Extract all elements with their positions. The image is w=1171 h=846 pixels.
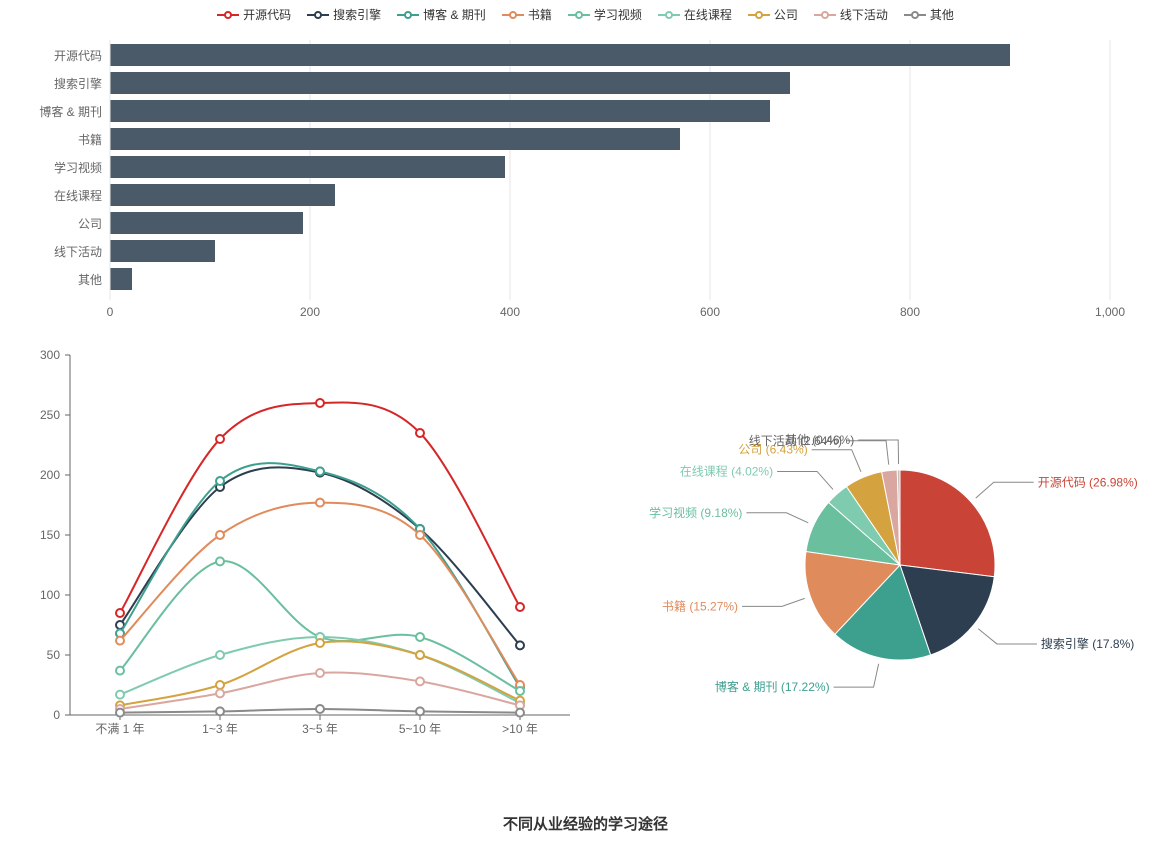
series-point-open_source[interactable] [216, 435, 224, 443]
bar[interactable] [110, 268, 132, 290]
bar[interactable] [110, 156, 505, 178]
line-y-tick: 150 [40, 528, 60, 542]
pie-leader [812, 450, 861, 472]
pie-leader [976, 482, 1034, 498]
series-point-open_source[interactable] [516, 603, 524, 611]
series-point-books[interactable] [416, 531, 424, 539]
charts-svg: 0 200 400 600 800 1,000 开源代码搜索引擎博客 & 期刊书籍学习视频在… [0, 0, 1171, 800]
pie-leader [777, 471, 833, 489]
series-point-other[interactable] [216, 707, 224, 715]
line-x-tick: 3~5 年 [302, 722, 338, 736]
bar-x-tick: 0 [107, 305, 114, 319]
pie-leader [746, 513, 808, 523]
series-point-company[interactable] [416, 651, 424, 659]
bar-category-label: 开源代码 [54, 49, 102, 63]
bar-category-label: 书籍 [78, 132, 102, 147]
series-point-other[interactable] [416, 707, 424, 715]
bar-x-tick: 800 [900, 305, 920, 319]
line-chart: 0 50 100 150 200 250 300 不满 1 年 1~3 年 3~5 年 5~10 年… [40, 348, 570, 736]
series-point-other[interactable] [516, 709, 524, 717]
series-point-courses[interactable] [116, 691, 124, 699]
series-point-videos[interactable] [416, 633, 424, 641]
bar-category-label: 博客 & 期刊 [39, 104, 102, 119]
bar[interactable] [110, 184, 335, 206]
pie-chart: 开源代码 (26.98%) 搜索引擎 (17.8%) 博客 & 期刊 (17.22%… [649, 433, 1138, 694]
bar[interactable] [110, 72, 790, 94]
pie-label-books: 书籍 (15.27%) [662, 598, 738, 613]
series-point-blog[interactable] [316, 467, 324, 475]
bar-category-label: 公司 [78, 217, 102, 231]
series-point-blog[interactable] [216, 477, 224, 485]
line-x-tick: >10 年 [502, 722, 538, 736]
series-point-offline[interactable] [216, 689, 224, 697]
pie-leader [834, 664, 879, 687]
bar-x-tick: 600 [700, 305, 720, 319]
pie-label-other: 其他 (0.46%) [785, 433, 854, 447]
bar-chart: 0 200 400 600 800 1,000 开源代码搜索引擎博客 & 期刊书籍学习视频在… [39, 40, 1125, 319]
series-line-search[interactable] [120, 467, 520, 645]
line-y-tick: 50 [47, 648, 61, 662]
series-point-videos[interactable] [216, 557, 224, 565]
pie-label-open_source: 开源代码 (26.98%) [1038, 475, 1138, 489]
pie-leader [858, 440, 898, 464]
series-point-courses[interactable] [216, 651, 224, 659]
pie-label-courses: 在线课程 (4.02%) [680, 463, 773, 478]
bar-category-label: 线下活动 [54, 245, 102, 259]
series-point-open_source[interactable] [316, 399, 324, 407]
bar[interactable] [110, 128, 680, 150]
bar[interactable] [110, 100, 770, 122]
bar-category-label: 学习视频 [54, 160, 102, 175]
series-point-books[interactable] [216, 531, 224, 539]
series-line-open_source[interactable] [120, 402, 520, 613]
series-point-books[interactable] [316, 499, 324, 507]
series-point-other[interactable] [116, 709, 124, 717]
line-y-tick: 250 [40, 408, 60, 422]
line-x-tick: 1~3 年 [202, 722, 238, 736]
line-y-tick: 0 [53, 708, 60, 722]
pie-leader [742, 598, 805, 606]
pie-label-videos: 学习视频 (9.18%) [649, 505, 742, 520]
bar-x-tick: 1,000 [1095, 305, 1125, 319]
bar[interactable] [110, 240, 215, 262]
pie-label-blog: 博客 & 期刊 (17.22%) [715, 679, 830, 694]
line-y-tick: 300 [40, 348, 60, 362]
series-point-company[interactable] [216, 681, 224, 689]
series-point-books[interactable] [116, 637, 124, 645]
series-point-open_source[interactable] [416, 429, 424, 437]
series-point-offline[interactable] [416, 677, 424, 685]
series-point-search[interactable] [516, 641, 524, 649]
series-line-offline[interactable] [120, 673, 520, 709]
bar-x-tick: 200 [300, 305, 320, 319]
series-point-videos[interactable] [116, 667, 124, 675]
pie-slice-open_source[interactable] [900, 470, 995, 577]
line-y-tick: 200 [40, 468, 60, 482]
caption: 不同从业经验的学习途径 [0, 813, 1171, 834]
bar-x-tick: 400 [500, 305, 520, 319]
bar-category-label: 其他 [78, 273, 102, 287]
series-point-offline[interactable] [316, 669, 324, 677]
pie-leader [978, 629, 1037, 644]
series-point-company[interactable] [316, 639, 324, 647]
series-point-other[interactable] [316, 705, 324, 713]
series-point-open_source[interactable] [116, 609, 124, 617]
line-x-tick: 不满 1 年 [95, 722, 144, 736]
chart-page: 开源代码搜索引擎博客 & 期刊书籍学习视频在线课程公司线下活动其他 0 200 40… [0, 0, 1171, 846]
bar-category-label: 搜索引擎 [54, 76, 102, 91]
bar[interactable] [110, 44, 1010, 66]
line-x-tick: 5~10 年 [399, 722, 441, 736]
series-point-videos[interactable] [516, 687, 524, 695]
line-y-tick: 100 [40, 588, 60, 602]
bar-category-label: 在线课程 [54, 188, 102, 203]
pie-label-search: 搜索引擎 (17.8%) [1041, 636, 1134, 651]
bar[interactable] [110, 212, 303, 234]
